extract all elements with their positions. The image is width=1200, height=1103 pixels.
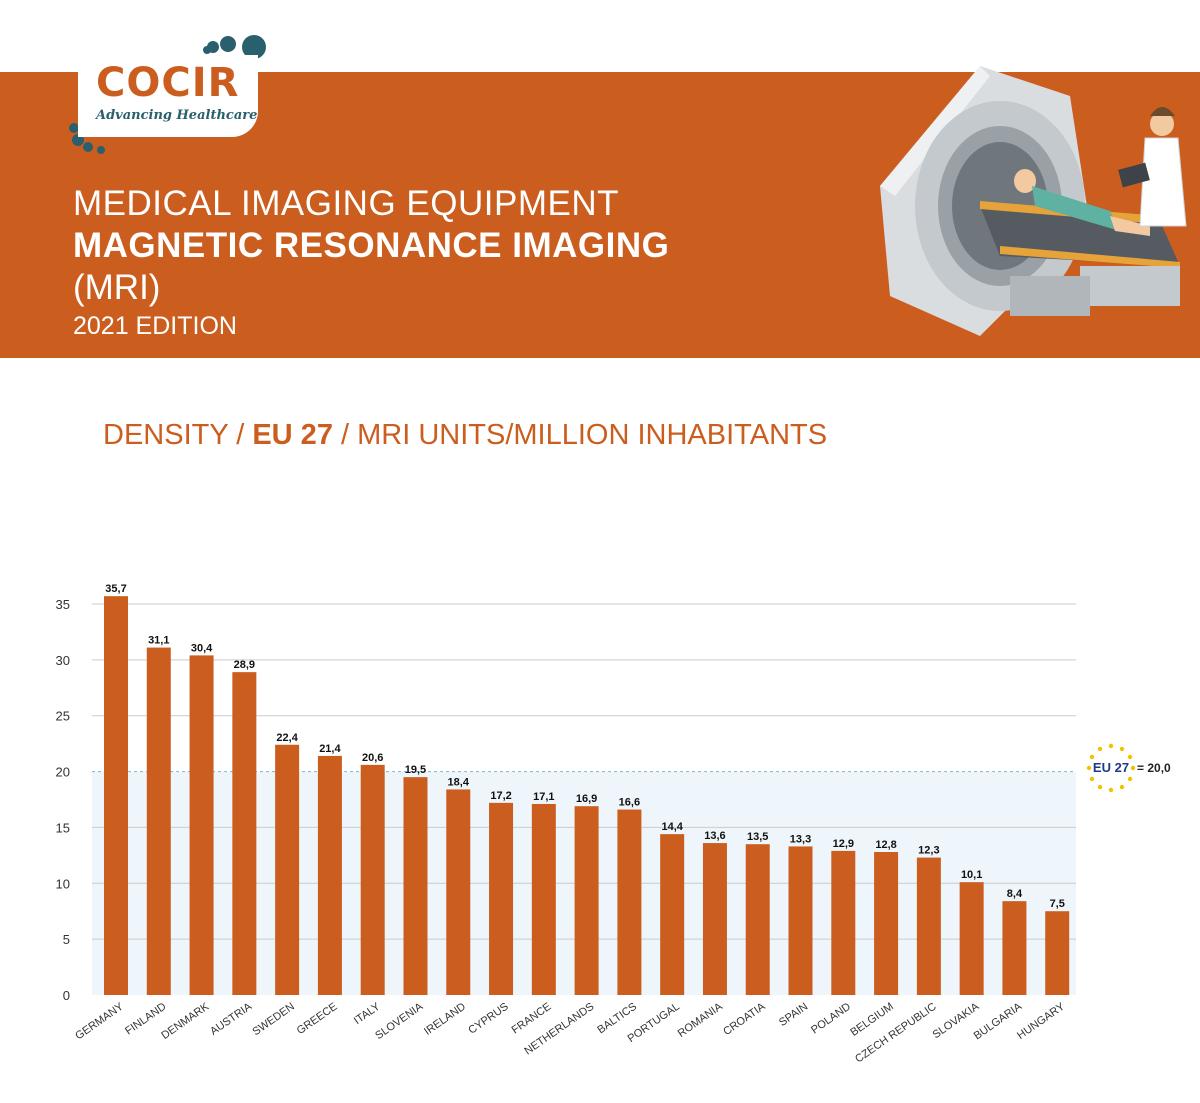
eu-star-icon xyxy=(1086,765,1092,771)
bar xyxy=(1045,911,1070,995)
x-tick-label: POLAND xyxy=(809,1001,853,1037)
bar xyxy=(660,834,685,995)
bar-value-label: 17,1 xyxy=(533,791,554,803)
bar-value-label: 35,7 xyxy=(105,583,126,595)
eu-star-icon xyxy=(1108,743,1114,749)
bar-value-label: 16,9 xyxy=(576,793,597,805)
bar-value-label: 12,3 xyxy=(918,845,939,857)
bar xyxy=(360,764,385,995)
x-tick-label: SLOVENIA xyxy=(373,1000,425,1042)
bar xyxy=(489,802,514,995)
x-tick-label: CZECH REPUBLIC xyxy=(853,1001,939,1066)
y-tick-label: 35 xyxy=(56,597,70,612)
bar xyxy=(831,850,856,995)
y-tick-label: 10 xyxy=(56,876,70,891)
bar xyxy=(788,846,813,995)
x-tick-label: SWEDEN xyxy=(250,1001,296,1039)
header-line-2: MAGNETIC RESONANCE IMAGING xyxy=(73,226,670,265)
subtitle-part-1: DENSITY / xyxy=(103,419,253,451)
bar xyxy=(189,655,214,995)
eu-star-icon xyxy=(1089,754,1095,760)
bar-chart: 0510152025303535,7GERMANY31,1FINLAND30,4… xyxy=(56,583,1076,1066)
chart-subtitle: DENSITY / EU 27 / MRI UNITS/MILLION INHA… xyxy=(103,419,827,452)
x-tick-label: ITALY xyxy=(352,1000,383,1027)
y-tick-label: 20 xyxy=(56,765,70,780)
eu-star-icon xyxy=(1119,784,1125,790)
bar xyxy=(403,777,428,995)
bar-value-label: 10,1 xyxy=(961,869,982,881)
bar xyxy=(104,596,128,995)
bar-value-label: 22,4 xyxy=(276,732,298,744)
bar-value-label: 30,4 xyxy=(191,642,213,654)
y-tick-label: 25 xyxy=(56,709,70,724)
logo-box xyxy=(78,55,258,137)
bar xyxy=(531,803,556,995)
x-tick-label: GERMANY xyxy=(73,1000,126,1042)
bar-value-label: 20,6 xyxy=(362,752,383,764)
bar xyxy=(574,806,599,995)
subtitle-part-3: / MRI UNITS/MILLION INHABITANTS xyxy=(332,419,828,451)
x-tick-label: CROATIA xyxy=(721,1000,768,1038)
eu-star-icon xyxy=(1097,784,1103,790)
eu-star-icon xyxy=(1127,754,1133,760)
bar-value-label: 12,9 xyxy=(833,838,854,850)
y-tick-label: 0 xyxy=(63,988,70,1003)
x-tick-label: HUNGARY xyxy=(1015,1000,1067,1042)
bar-value-label: 19,5 xyxy=(405,764,426,776)
eu-star-icon xyxy=(1089,776,1095,782)
bar xyxy=(702,843,727,995)
bar-value-label: 21,4 xyxy=(319,743,341,755)
bar xyxy=(146,647,171,995)
bar-value-label: 12,8 xyxy=(875,839,896,851)
y-tick-label: 30 xyxy=(56,653,70,668)
bar xyxy=(959,882,984,995)
eu-star-icon xyxy=(1119,746,1125,752)
bar-value-label: 8,4 xyxy=(1007,888,1023,900)
header-line-4: 2021 EDITION xyxy=(73,312,237,340)
eu-star-icon xyxy=(1097,746,1103,752)
eu-badge-label: EU 27 xyxy=(1093,760,1129,775)
logo-dots-icon xyxy=(69,35,266,154)
eu-star-icon xyxy=(1130,765,1136,771)
logo-word: COCIR xyxy=(96,60,240,106)
bar xyxy=(874,852,899,995)
eu-star-icon xyxy=(1127,776,1133,782)
x-tick-label: ROMANIA xyxy=(676,1000,725,1040)
bar xyxy=(745,844,770,995)
eu-badge-value: = 20,0 xyxy=(1137,761,1171,775)
y-tick-label: 5 xyxy=(63,932,70,947)
bar-value-label: 28,9 xyxy=(234,659,255,671)
bar-value-label: 13,6 xyxy=(704,830,725,842)
bar-value-label: 18,4 xyxy=(448,776,470,788)
x-tick-label: CYPRUS xyxy=(466,1001,510,1037)
x-tick-label: IRELAND xyxy=(422,1001,468,1038)
bar xyxy=(232,672,257,995)
x-tick-label: DENMARK xyxy=(159,1000,211,1042)
x-tick-label: GREECE xyxy=(295,1001,340,1037)
x-tick-label: AUSTRIA xyxy=(208,1000,254,1038)
bar-value-label: 7,5 xyxy=(1050,898,1065,910)
bar xyxy=(916,857,941,995)
header-line-3: (MRI) xyxy=(73,268,161,307)
bar-value-label: 31,1 xyxy=(148,635,169,647)
bar xyxy=(317,755,342,995)
bar-value-label: 17,2 xyxy=(490,790,511,802)
mri-scanner-illustration xyxy=(880,66,1187,336)
bar xyxy=(446,789,471,995)
eu-stars-icon: EU 27 = 20,0 xyxy=(1086,743,1171,793)
subtitle-part-2: EU 27 xyxy=(252,419,333,451)
bar-value-label: 13,3 xyxy=(790,833,811,845)
bar-value-label: 14,4 xyxy=(661,821,683,833)
header-line-1: MEDICAL IMAGING EQUIPMENT xyxy=(73,184,619,223)
y-tick-label: 15 xyxy=(56,820,70,835)
eu-star-icon xyxy=(1108,787,1114,793)
bar xyxy=(617,809,642,995)
logo-tagline: Advancing Healthcare xyxy=(96,108,258,123)
bar-value-label: 16,6 xyxy=(619,797,640,809)
x-tick-label: SPAIN xyxy=(777,1001,810,1029)
bar-value-label: 13,5 xyxy=(747,831,768,843)
bar xyxy=(275,744,300,995)
bar xyxy=(1002,901,1027,995)
